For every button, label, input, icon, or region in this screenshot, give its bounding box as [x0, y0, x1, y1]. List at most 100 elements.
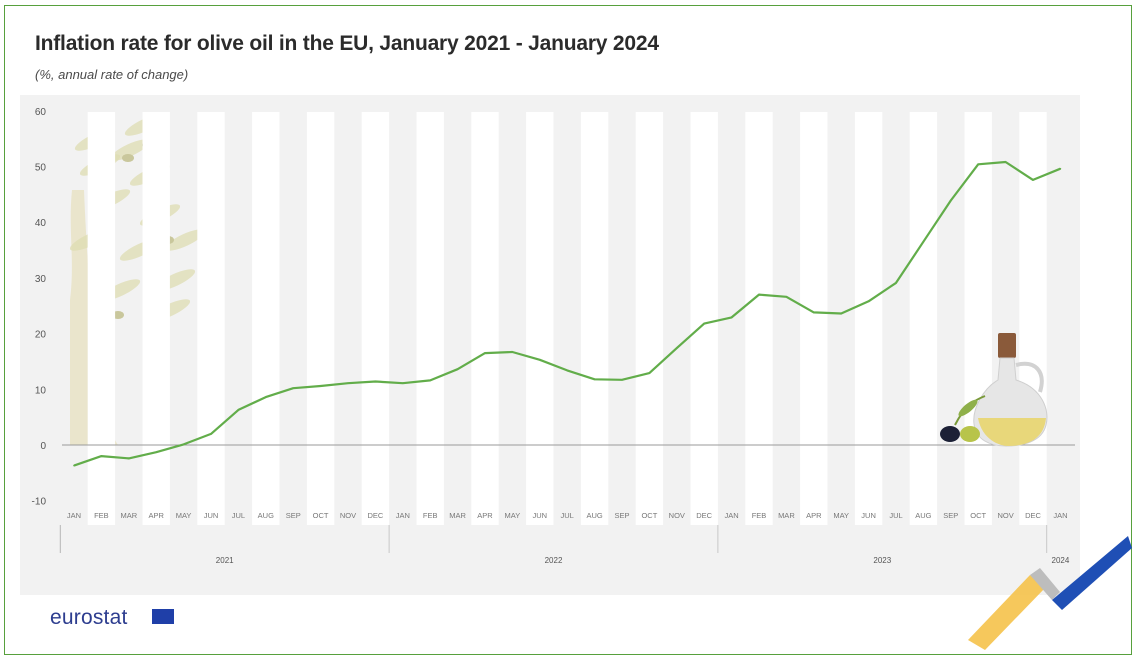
x-tick-label: JUN — [533, 511, 548, 520]
x-tick-label: APR — [148, 511, 164, 520]
x-tick-label: MAR — [778, 511, 795, 520]
data-point — [785, 296, 788, 298]
y-tick-label: 40 — [35, 218, 47, 229]
y-tick-label: 50 — [35, 163, 47, 174]
month-stripe — [252, 112, 280, 525]
data-point — [977, 163, 979, 166]
data-point — [813, 311, 815, 314]
x-tick-label: APR — [806, 511, 822, 520]
x-tick-label: SEP — [943, 511, 958, 520]
month-stripe — [964, 112, 992, 525]
data-point — [319, 385, 322, 387]
data-point — [676, 347, 678, 349]
data-point — [347, 382, 349, 384]
x-tick-label: AUG — [586, 511, 602, 520]
x-tick-label: JUN — [204, 511, 219, 520]
data-point — [292, 387, 295, 389]
data-point — [210, 433, 212, 435]
x-tick-label: JAN — [67, 511, 81, 520]
data-point — [374, 380, 377, 383]
x-tick-label: FEB — [94, 511, 109, 520]
eu-flag-icon — [152, 609, 174, 624]
x-tick-label: OCT — [641, 511, 657, 520]
data-point — [73, 464, 75, 467]
x-tick-label: MAR — [120, 511, 137, 520]
x-tick-label: NOV — [669, 511, 685, 520]
month-stripe — [909, 112, 938, 525]
month-stripe — [526, 112, 554, 525]
x-tick-label: NOV — [340, 511, 356, 520]
data-point — [265, 396, 267, 398]
year-label: 2023 — [873, 556, 891, 565]
data-point — [840, 312, 842, 315]
x-tick-label: JUN — [861, 511, 876, 520]
eurostat-logo: eurostat — [50, 606, 128, 629]
x-tick-label: MAY — [833, 511, 849, 520]
x-tick-label: AUG — [915, 511, 931, 520]
x-tick-label: OCT — [970, 511, 986, 520]
chart-subtitle: (%, annual rate of change) — [35, 67, 189, 82]
month-stripe — [87, 112, 116, 525]
month-stripe — [361, 112, 390, 525]
year-label: 2024 — [1052, 556, 1070, 565]
data-point — [539, 358, 541, 361]
y-tick-label: 60 — [35, 107, 47, 118]
year-label: 2022 — [545, 556, 563, 565]
data-point — [922, 240, 925, 243]
x-tick-label: JAN — [725, 511, 739, 520]
month-stripe — [745, 112, 773, 525]
data-point — [155, 451, 157, 454]
data-point — [621, 379, 623, 381]
olive-fruit — [122, 154, 134, 162]
data-point — [429, 379, 432, 382]
data-point — [237, 409, 240, 411]
bottle-handle — [1015, 361, 1044, 393]
data-point — [182, 443, 185, 446]
x-tick-label: DEC — [367, 511, 383, 520]
x-tick-label: DEC — [696, 511, 712, 520]
swoosh-blue — [1052, 536, 1132, 610]
eurostat-brand-swoosh — [968, 536, 1132, 650]
tree-trunk — [70, 190, 118, 445]
green-olive — [960, 426, 980, 442]
data-point — [402, 382, 404, 384]
olive-oil-bottle-illustration — [940, 333, 1048, 447]
data-point — [456, 368, 459, 371]
x-tick-label: DEC — [1025, 511, 1041, 520]
y-tick-label: 30 — [35, 274, 47, 285]
x-tick-label: JUL — [889, 511, 902, 520]
y-tick-label: -10 — [32, 497, 47, 508]
data-point — [648, 372, 651, 374]
x-tick-label: FEB — [423, 511, 438, 520]
x-tick-label: OCT — [313, 511, 329, 520]
month-stripe — [416, 112, 444, 525]
y-tick-label: 0 — [40, 441, 46, 452]
month-stripe — [306, 112, 335, 525]
month-stripe — [197, 112, 225, 525]
data-point — [1032, 179, 1034, 181]
month-stripe — [854, 112, 883, 525]
bottle-oil — [978, 418, 1046, 446]
month-stripe — [471, 112, 499, 525]
month-stripe — [635, 112, 664, 525]
x-tick-label: JAN — [1053, 511, 1067, 520]
black-olive — [940, 426, 960, 442]
x-tick-label: AUG — [258, 511, 274, 520]
x-tick-label: SEP — [614, 511, 629, 520]
month-stripe — [800, 112, 828, 525]
x-tick-label: APR — [477, 511, 493, 520]
x-tick-label: FEB — [752, 511, 767, 520]
chart-title: Inflation rate for olive oil in the EU, … — [35, 32, 659, 55]
year-label: 2021 — [216, 556, 234, 565]
data-point — [703, 322, 705, 325]
data-point — [758, 293, 760, 296]
swoosh-grey — [1030, 568, 1060, 600]
data-point — [730, 316, 733, 319]
y-tick-label: 10 — [35, 385, 47, 396]
x-tick-label: MAY — [176, 511, 192, 520]
x-tick-label: JUL — [232, 511, 245, 520]
swoosh-yellow — [968, 575, 1045, 650]
tree-leaf — [109, 139, 151, 161]
month-stripe — [690, 112, 718, 525]
